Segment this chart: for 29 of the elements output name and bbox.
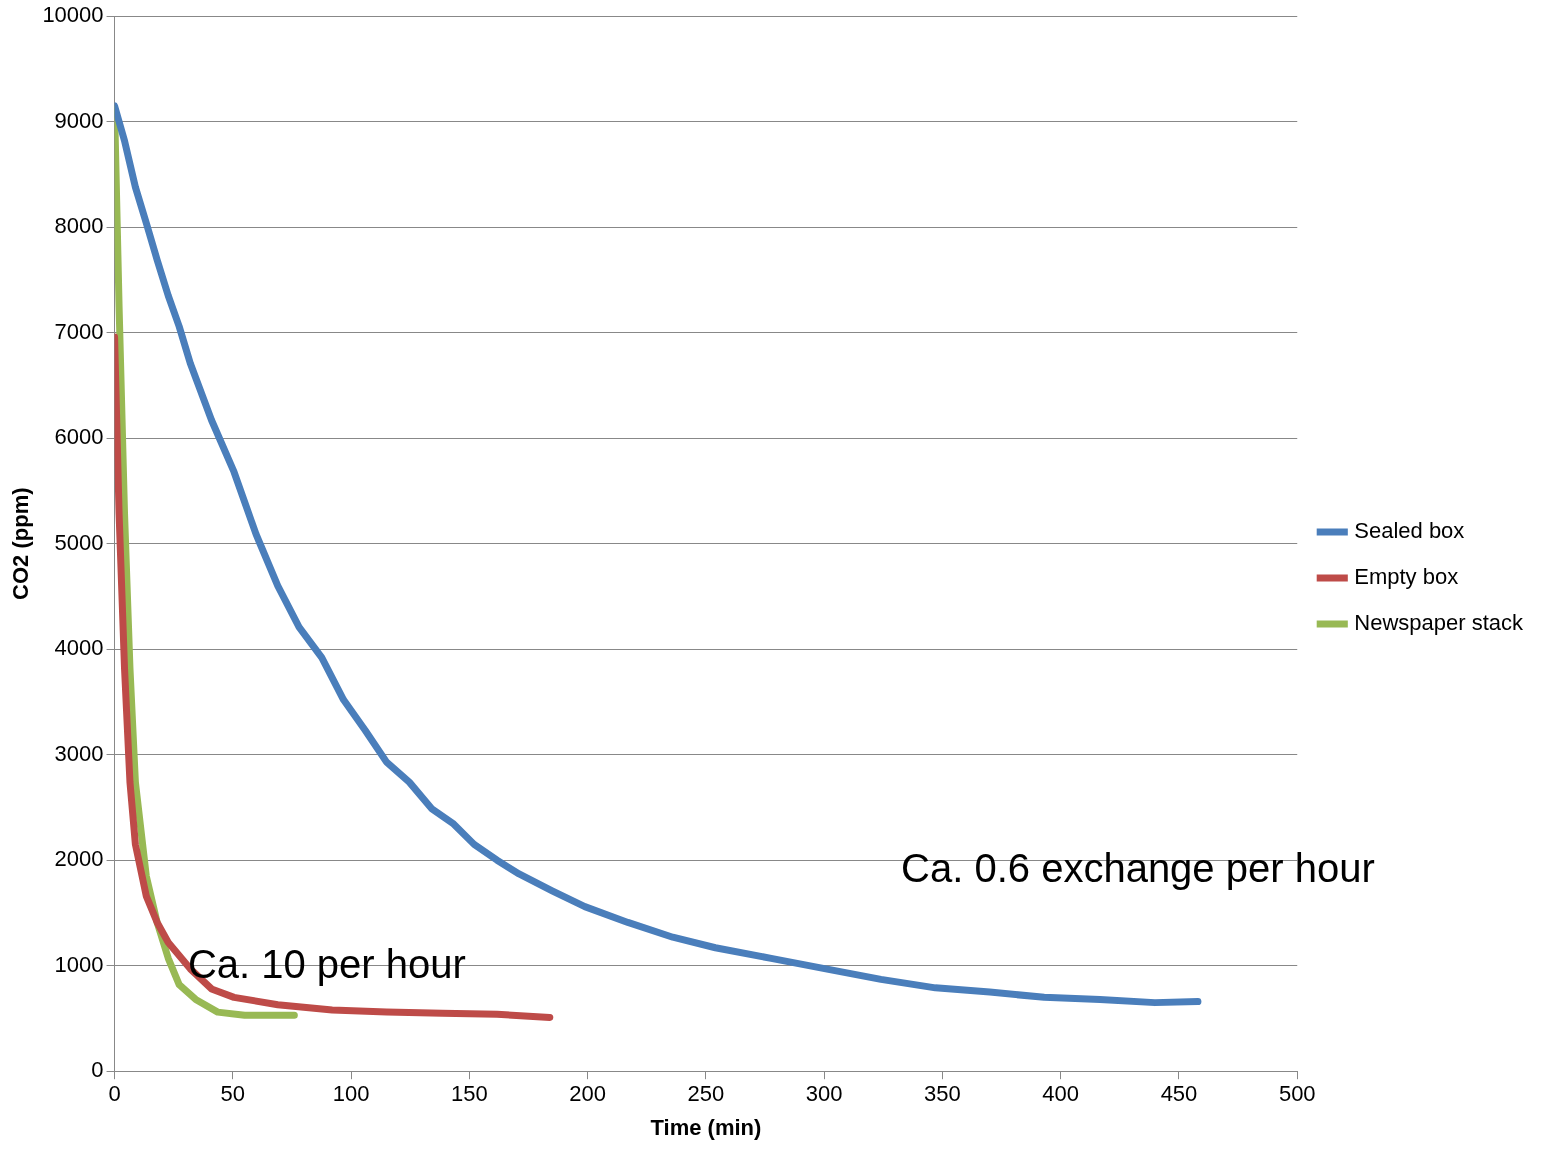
x-tick-label: 0	[108, 1081, 121, 1107]
y-tick-label: 9000	[54, 107, 104, 133]
x-axis-title: Time (min)	[650, 1114, 762, 1140]
y-tick-label: 5000	[54, 529, 104, 555]
legend-label: Newspaper stack	[1354, 610, 1524, 636]
annotation: Ca. 10 per hour	[187, 941, 466, 986]
x-tick-label: 500	[1278, 1081, 1316, 1107]
x-tick-label: 100	[332, 1081, 370, 1107]
y-tick-label: 4000	[54, 635, 104, 661]
y-tick-label: 2000	[54, 846, 104, 872]
x-tick-label: 350	[924, 1081, 961, 1107]
legend-label: Empty box	[1354, 564, 1459, 590]
y-tick-label: 6000	[54, 424, 104, 450]
x-tick-label: 150	[451, 1081, 488, 1107]
x-tick-label: 400	[1042, 1081, 1080, 1107]
y-tick-label: 8000	[54, 213, 104, 239]
y-tick-label: 10000	[42, 2, 104, 28]
y-tick-label: 7000	[54, 318, 104, 344]
x-tick-label: 450	[1160, 1081, 1198, 1107]
y-tick-label: 0	[91, 1057, 104, 1083]
legend-label: Sealed box	[1354, 518, 1465, 544]
y-tick-label: 1000	[54, 951, 104, 977]
x-tick-label: 200	[569, 1081, 607, 1107]
x-tick-label: 250	[687, 1081, 725, 1107]
y-tick-label: 3000	[54, 740, 104, 766]
y-axis-title: CO2 (ppm)	[8, 487, 34, 600]
x-tick-label: 300	[805, 1081, 843, 1107]
x-tick-label: 50	[220, 1081, 246, 1107]
annotation: Ca. 0.6 exchange per hour	[901, 845, 1375, 890]
